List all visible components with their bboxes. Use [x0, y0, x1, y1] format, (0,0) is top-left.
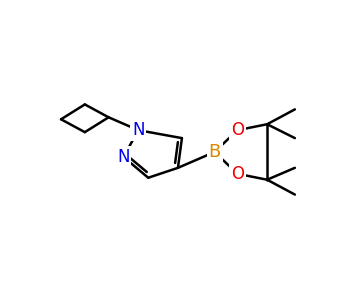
Text: N: N: [117, 148, 130, 166]
Text: O: O: [231, 121, 244, 139]
Text: O: O: [231, 165, 244, 183]
Text: B: B: [209, 143, 221, 161]
Text: N: N: [132, 121, 145, 139]
